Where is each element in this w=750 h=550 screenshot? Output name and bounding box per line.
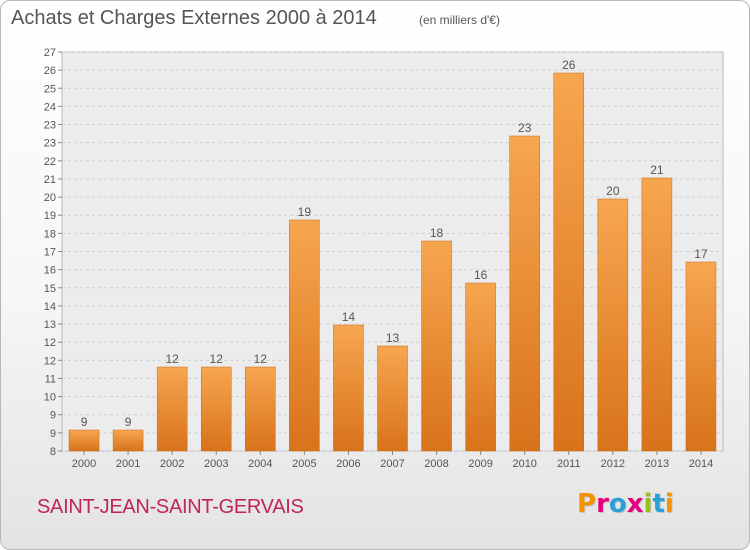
data-label: 21 <box>650 163 664 177</box>
y-tick-label: 14 <box>44 301 56 313</box>
y-tick-label: 25 <box>44 83 56 95</box>
x-tick-label: 2000 <box>72 458 96 470</box>
x-tick-label: 2010 <box>512 458 536 470</box>
logo-letter: x <box>626 489 644 519</box>
bar <box>333 324 364 452</box>
logo-letter: r <box>596 489 609 519</box>
chart-title: Achats et Charges Externes 2000 à 2014 <box>11 7 377 29</box>
x-tick-label: 2007 <box>380 458 404 470</box>
data-label: 9 <box>125 415 132 429</box>
bar <box>597 198 629 452</box>
y-tick-label: 21 <box>44 174 56 186</box>
logo-letter: i <box>643 489 653 519</box>
y-tick-label: 9 <box>50 428 56 440</box>
data-label: 20 <box>606 184 620 198</box>
y-tick-label: 19 <box>44 210 56 222</box>
y-tick-label: 16 <box>44 265 56 277</box>
bar <box>685 261 717 452</box>
bar <box>509 135 540 452</box>
x-axis: 2000 2001 2002 2003 2004 2005 2006 2007 2008 2009… <box>72 451 713 470</box>
bar <box>465 282 496 452</box>
y-tick-label: 10 <box>44 392 56 404</box>
x-tick-label: 2009 <box>468 458 492 470</box>
logo-letter: i <box>664 489 674 519</box>
bars <box>68 72 717 452</box>
proxiti-logo: Proxiti <box>577 489 674 519</box>
x-tick-label: 2006 <box>336 458 360 470</box>
data-label: 12 <box>210 352 224 366</box>
y-tick-label: 9 <box>50 410 56 422</box>
y-tick-label: 26 <box>44 65 56 77</box>
data-label: 18 <box>430 226 444 240</box>
x-tick-label: 2005 <box>292 458 316 470</box>
bar <box>421 240 452 452</box>
bar <box>112 429 144 452</box>
y-axis: 8 9 9 10 11 12 12 13 14 15 16 17 18 19 20 21 22 23 23 24 25 2… <box>44 47 62 458</box>
x-tick-label: 2001 <box>116 458 140 470</box>
data-label: 23 <box>518 121 532 135</box>
x-tick-label: 2012 <box>601 458 625 470</box>
data-label: 12 <box>254 352 268 366</box>
y-tick-label: 23 <box>44 138 56 150</box>
bar <box>641 177 673 452</box>
y-tick-label: 24 <box>44 101 56 113</box>
bar <box>200 366 232 452</box>
logo-letter: o <box>608 489 627 519</box>
x-tick-label: 2004 <box>248 458 272 470</box>
y-tick-label: 8 <box>50 446 56 458</box>
logo-letter: t <box>652 489 665 519</box>
data-label: 14 <box>342 310 356 324</box>
data-label: 9 <box>81 415 88 429</box>
bar <box>553 72 585 452</box>
y-tick-label: 15 <box>44 283 56 295</box>
y-tick-label: 22 <box>44 156 56 168</box>
data-labels: 9 9 12 12 12 19 14 13 18 16 23 26 20 21 17 <box>81 58 708 429</box>
bar <box>68 429 100 452</box>
bar <box>377 345 408 452</box>
x-tick-label: 2013 <box>645 458 669 470</box>
data-label: 17 <box>694 247 708 261</box>
y-tick-label: 12 <box>44 337 56 349</box>
x-tick-label: 2002 <box>160 458 184 470</box>
y-tick-label: 20 <box>44 192 56 204</box>
data-label: 19 <box>298 205 312 219</box>
bar <box>156 366 188 452</box>
bar <box>245 366 276 452</box>
y-tick-label: 12 <box>44 355 56 367</box>
y-tick-label: 17 <box>44 247 56 259</box>
x-tick-label: 2008 <box>424 458 448 470</box>
data-label: 12 <box>165 352 179 366</box>
y-tick-label: 13 <box>44 319 56 331</box>
y-tick-label: 11 <box>45 373 56 385</box>
data-label: 13 <box>386 331 400 345</box>
y-tick-label: 18 <box>44 228 56 240</box>
data-label: 26 <box>562 58 576 72</box>
chart-subtitle: (en milliers d'€) <box>419 13 500 27</box>
logo-letter: P <box>577 489 597 519</box>
x-tick-label: 2003 <box>204 458 228 470</box>
bar <box>289 219 320 452</box>
data-label: 16 <box>474 268 488 282</box>
commune-name: SAINT-JEAN-SAINT-GERVAIS <box>37 496 304 518</box>
y-tick-label: 23 <box>44 120 56 132</box>
x-tick-label: 2011 <box>557 458 581 470</box>
y-tick-label: 27 <box>44 47 56 59</box>
x-tick-label: 2014 <box>689 458 713 470</box>
